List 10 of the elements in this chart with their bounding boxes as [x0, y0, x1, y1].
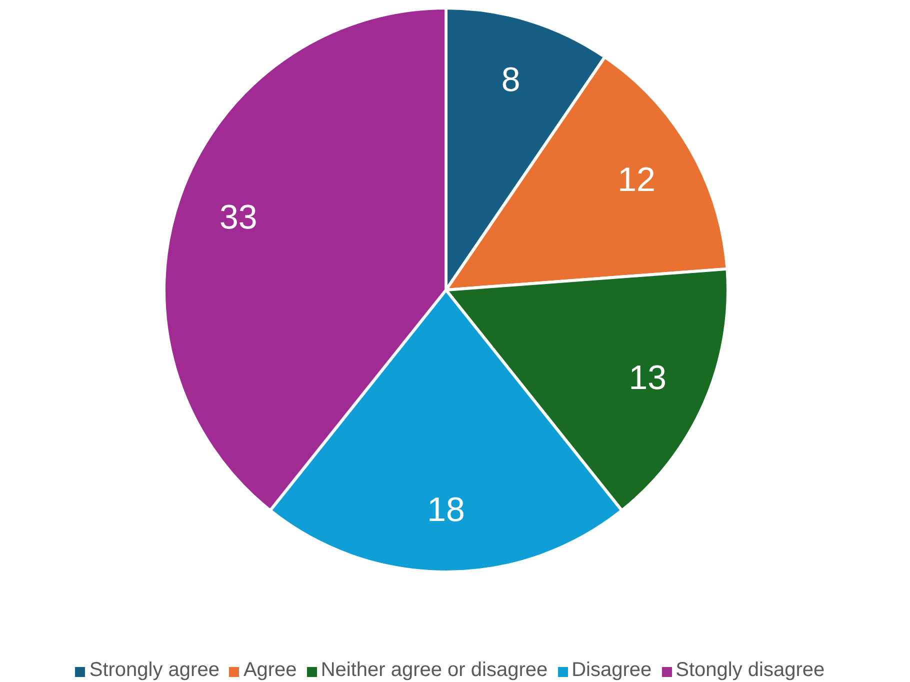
data-label: 12: [618, 161, 656, 200]
data-label: 33: [219, 198, 258, 236]
legend-label: Strongly agree: [89, 659, 220, 681]
data-label: 8: [501, 60, 520, 99]
data-label: 18: [427, 490, 465, 529]
legend-label: Agree: [243, 659, 297, 681]
legend-label: Neither agree or disagree: [320, 659, 548, 681]
data-label: 13: [628, 358, 667, 397]
legend-label: Stongly disagree: [676, 659, 825, 681]
legend-label: Disagree: [572, 659, 652, 681]
